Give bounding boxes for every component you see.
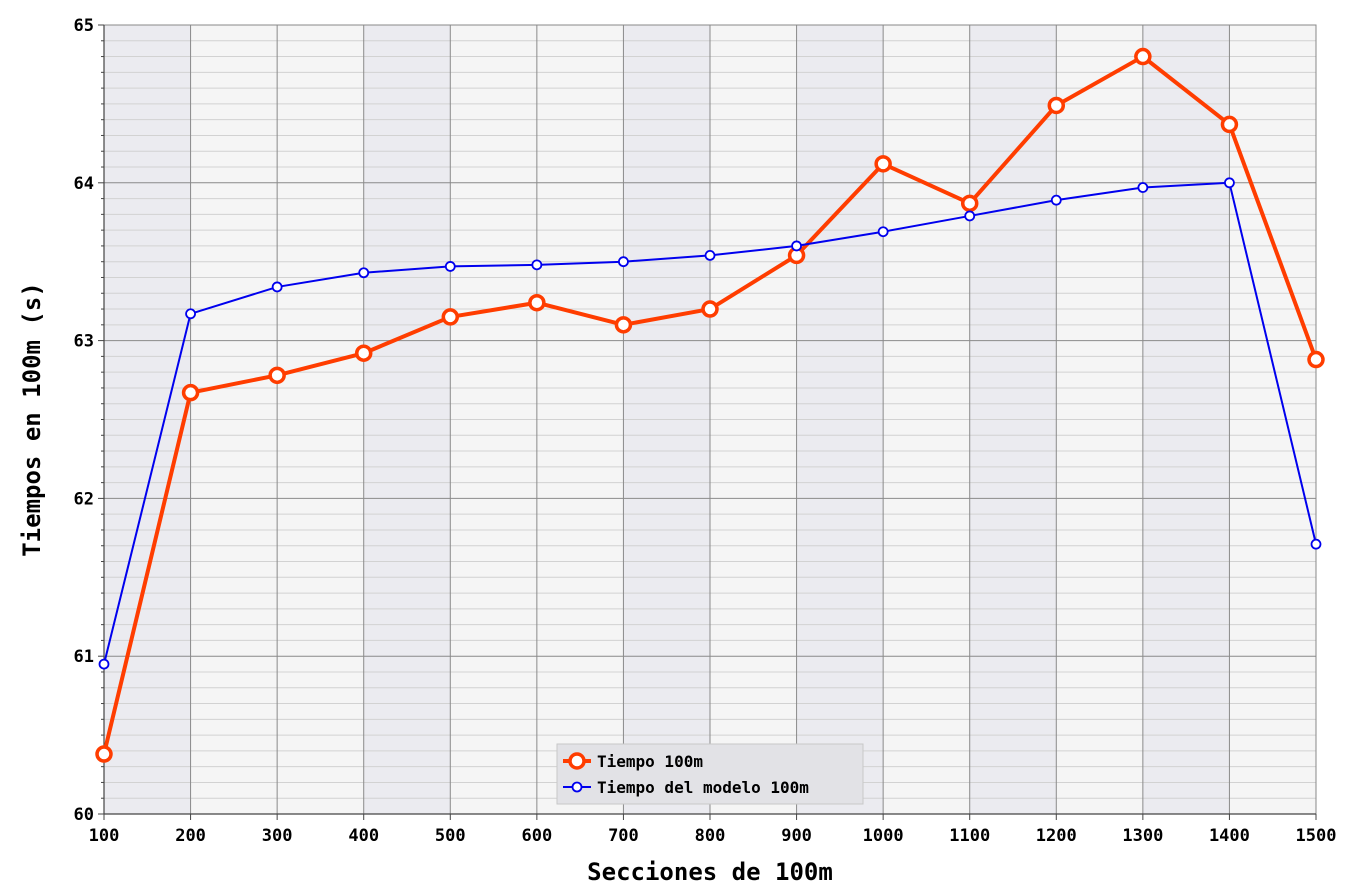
x-tick-label: 1300 (1122, 826, 1163, 846)
y-tick-label: 64 (74, 174, 94, 194)
data-point (181, 383, 200, 402)
x-tick-label: 100 (89, 826, 120, 846)
x-tick-label: 500 (435, 826, 466, 846)
data-point (354, 344, 373, 362)
data-point (358, 267, 370, 279)
x-tick-label: 200 (175, 826, 206, 846)
data-point (704, 249, 716, 261)
y-tick-label: 60 (74, 805, 94, 825)
y-tick-label: 61 (74, 647, 94, 667)
x-tick-label: 300 (262, 826, 293, 846)
data-point (1224, 177, 1235, 189)
series-group (95, 47, 1325, 763)
legend-label: Tiempo 100m (597, 752, 703, 771)
legend-swatch-marker (568, 752, 586, 770)
legend-box (556, 743, 864, 805)
x-axis-label: Secciones de 100m (587, 858, 833, 886)
legend-swatch-marker (571, 781, 583, 793)
axes: 60 61 62 63 64 65 100 200 300 400 500 600 700 800 900 1… (74, 16, 1337, 846)
data-point (98, 658, 110, 670)
data-point (528, 293, 546, 312)
x-tick-label: 900 (781, 826, 812, 846)
y-tick-label: 62 (74, 489, 94, 509)
x-tick-label: 800 (695, 826, 726, 846)
x-tick-label: 1200 (1036, 826, 1077, 846)
data-point (1307, 350, 1325, 369)
data-point (271, 281, 283, 293)
x-tick-label: 1400 (1209, 826, 1250, 846)
x-tick-label: 700 (608, 826, 639, 846)
y-tick-label: 65 (74, 16, 94, 36)
data-point (964, 210, 976, 222)
series-group (98, 177, 1322, 670)
data-point (444, 261, 456, 272)
legend-label: Tiempo del modelo 100m (597, 778, 809, 797)
data-point (95, 745, 113, 763)
x-tick-label: 1000 (863, 826, 904, 846)
x-tick-label: 400 (348, 826, 379, 846)
data-point (1047, 96, 1066, 115)
data-point (268, 366, 286, 385)
data-point (185, 308, 196, 320)
data-point (701, 300, 719, 318)
data-point (614, 316, 633, 334)
data-point (441, 308, 460, 326)
data-point (531, 259, 543, 271)
x-tick-label: 1100 (949, 826, 990, 846)
data-point (1050, 194, 1062, 206)
data-point (1137, 182, 1149, 193)
data-point (874, 155, 892, 173)
data-point (877, 226, 889, 238)
data-point (960, 194, 979, 213)
x-tick-label: 1500 (1296, 826, 1337, 846)
y-tick-label: 63 (74, 332, 94, 352)
x-tick-label: 600 (521, 826, 552, 846)
legend: Tiempo 100m Tiempo del modelo 100m (556, 743, 864, 805)
data-point (1220, 115, 1239, 134)
data-point (618, 256, 629, 268)
data-point (791, 240, 802, 252)
data-point (1134, 47, 1152, 66)
series (95, 47, 1325, 763)
y-axis-label: Tiempos en 100m (s) (18, 282, 46, 557)
data-point (1310, 538, 1322, 550)
